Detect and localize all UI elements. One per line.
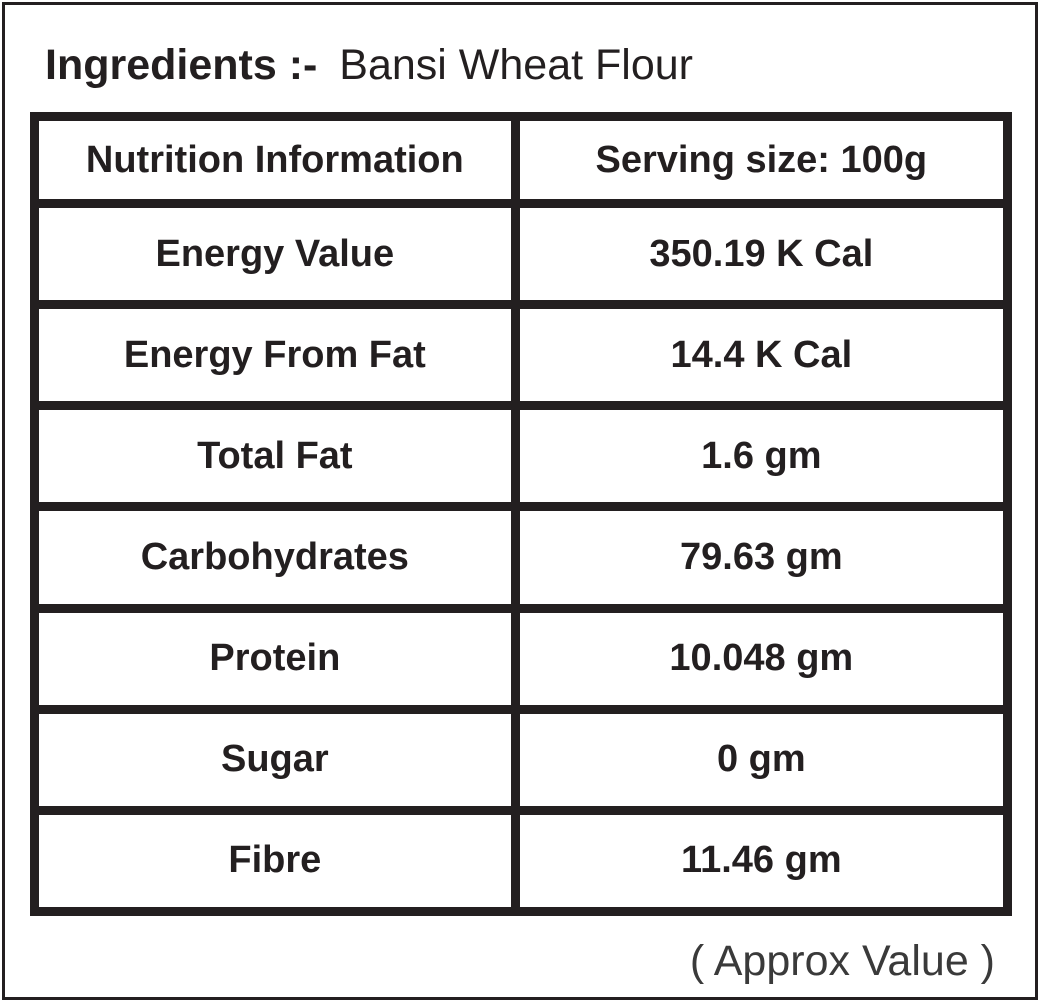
nutrient-label-cell: Protein bbox=[39, 612, 511, 705]
nutrient-label-cell: Energy From Fat bbox=[39, 309, 511, 402]
nutrient-label-cell: Carbohydrates bbox=[39, 511, 511, 604]
nutrient-value-cell: 11.46 gm bbox=[519, 814, 1003, 907]
nutrient-label-cell: Fibre bbox=[39, 814, 511, 907]
nutrient-value-cell: 14.4 K Cal bbox=[519, 309, 1003, 402]
nutrient-value-cell: 10.048 gm bbox=[519, 612, 1003, 705]
nutrition-table: Nutrition Information Serving size: 100g E… bbox=[30, 112, 1012, 916]
ingredients-value: Bansi Wheat Flour bbox=[339, 41, 693, 89]
table-header-nutrition-information: Nutrition Information bbox=[39, 121, 511, 199]
nutrient-label-cell: Energy Value bbox=[39, 208, 511, 301]
nutrient-label-cell: Sugar bbox=[39, 713, 511, 806]
ingredients-line: Ingredients :- Bansi Wheat Flour bbox=[45, 41, 693, 90]
approx-value-note: ( Approx Value ) bbox=[689, 937, 995, 985]
nutrient-value-cell: 79.63 gm bbox=[519, 511, 1003, 604]
table-header-serving-size: Serving size: 100g bbox=[519, 121, 1003, 199]
nutrient-value-cell: 350.19 K Cal bbox=[519, 208, 1003, 301]
nutrient-label-cell: Total Fat bbox=[39, 410, 511, 503]
nutrient-value-cell: 1.6 gm bbox=[519, 410, 1003, 503]
nutrient-value-cell: 0 gm bbox=[519, 713, 1003, 806]
ingredients-label: Ingredients :- bbox=[45, 41, 318, 89]
